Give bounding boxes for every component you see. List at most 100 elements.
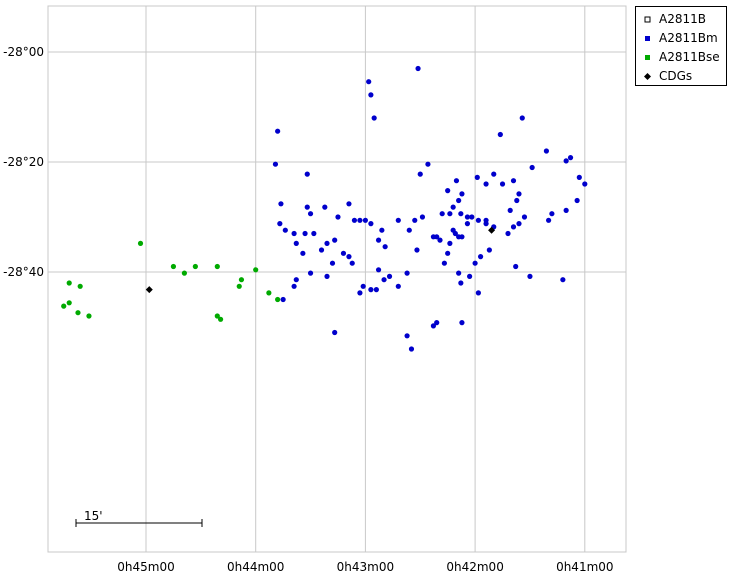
a2811bm-point — [291, 230, 297, 237]
a2811bm-point — [510, 224, 517, 230]
legend-label: A2811Bm — [659, 31, 718, 45]
a2811bse-point — [236, 283, 242, 289]
legend-item-a2811bse: A2811Bse — [644, 49, 720, 65]
x-tick-label: 0h41m00 — [556, 560, 613, 574]
a2811bm-point — [414, 247, 420, 253]
a2811bm-point — [417, 171, 423, 177]
a2811bm-point — [486, 247, 492, 253]
a2811bm-point — [439, 211, 445, 217]
a2811bm-point — [346, 254, 352, 260]
a2811bm-point — [360, 283, 366, 289]
a2811bm-point — [408, 346, 415, 352]
a2811bm-point — [545, 217, 552, 223]
a2811bm-point — [373, 287, 379, 293]
a2811bm-point — [375, 267, 382, 273]
a2811bm-point — [311, 230, 317, 237]
scale-bar-label: 15' — [84, 509, 103, 523]
a2811bm-point — [278, 201, 284, 207]
a2811bm-point — [349, 260, 355, 266]
a2811bm-point — [543, 148, 550, 154]
a2811bm-point — [576, 174, 582, 180]
a2811bse-point — [137, 240, 144, 246]
a2811bm-point — [357, 290, 363, 296]
a2811bm-point — [447, 211, 453, 217]
a2811bm-point — [441, 260, 447, 266]
a2811bm-point — [395, 217, 401, 223]
a2811bm-point — [362, 217, 368, 223]
legend-marker-icon — [644, 33, 651, 43]
a2811bm-point — [510, 178, 517, 184]
a2811bm-point — [514, 197, 520, 204]
legend-label: CDGs — [659, 69, 693, 83]
a2811bm-point — [527, 273, 533, 279]
a2811bm-point — [419, 214, 426, 220]
a2811bm-point — [275, 128, 281, 134]
scale-bar: 15' — [75, 509, 203, 527]
a2811bm-point — [425, 161, 431, 167]
a2811bm-point — [304, 171, 310, 177]
a2811bm-point — [475, 217, 481, 223]
a2811bm-point — [513, 263, 519, 270]
a2811bm-point — [437, 237, 443, 243]
a2811bm-point — [434, 320, 440, 326]
grid-lines — [47, 5, 627, 553]
a2811bm-point — [386, 273, 393, 279]
a2811bm-point — [459, 320, 465, 326]
legend-label: A2811B — [659, 12, 706, 26]
a2811bm-point — [404, 270, 410, 276]
a2811bm-point — [324, 240, 330, 246]
a2811bm-point — [415, 65, 421, 72]
a2811bm-point — [307, 270, 314, 276]
a2811bm-point — [307, 211, 314, 217]
a2811bm-point — [450, 204, 456, 210]
a2811bm-point — [412, 217, 418, 223]
legend-marker-icon — [644, 14, 651, 24]
a2811bse-point — [66, 280, 72, 286]
legend-marker-icon — [644, 52, 651, 62]
legend-item-a2811bm: A2811Bm — [644, 30, 718, 46]
a2811bm-point — [346, 201, 352, 207]
a2811bm-point — [368, 221, 374, 227]
a2811bm-point — [464, 221, 471, 227]
a2811bse-point — [77, 283, 83, 289]
a2811bm-point — [340, 250, 347, 256]
a2811bm-point — [491, 171, 497, 177]
a2811bm-point — [529, 164, 535, 171]
a2811bm-point — [332, 329, 338, 336]
a2811bm-point — [516, 221, 522, 227]
y-tick-label: -28°40 — [3, 265, 44, 279]
a2811bm-point — [582, 181, 588, 187]
a2811bm-point — [447, 240, 453, 246]
a2811bm-point — [450, 227, 456, 233]
a2811bm-point — [371, 115, 377, 121]
a2811bm-point — [499, 181, 506, 187]
x-tick-label: 0h44m00 — [227, 560, 284, 574]
a2811bse-point — [214, 313, 220, 319]
a2811bm-point — [467, 273, 473, 279]
a2811bm-point — [395, 283, 401, 289]
a2811bse-point — [181, 270, 187, 276]
a2811bm-point — [318, 247, 325, 253]
a2811bm-point — [329, 260, 336, 266]
a2811bm-point — [293, 277, 299, 283]
legend-item-a2811b: A2811B — [644, 11, 706, 27]
a2811bm-point — [379, 227, 385, 233]
a2811bm-point — [293, 240, 299, 246]
x-tick-label: 0h42m00 — [446, 560, 503, 574]
a2811bm-point — [458, 280, 464, 286]
a2811bse-point — [170, 263, 177, 270]
a2811bm-point — [549, 211, 555, 217]
y-tick-label: -28°00 — [3, 45, 44, 59]
a2811bm-point — [574, 197, 580, 204]
a2811bm-point — [567, 155, 574, 161]
a2811bse-point — [275, 296, 281, 303]
plot-frame — [47, 5, 627, 553]
a2811bm-point — [277, 221, 283, 227]
a2811bm-point — [404, 333, 410, 339]
a2811bm-point — [304, 204, 310, 210]
x-tick-label: 0h43m00 — [337, 560, 394, 574]
a2811bse-point — [61, 303, 67, 309]
a2811bm-point — [357, 217, 363, 223]
legend-item-cdgs: CDGs — [644, 68, 692, 84]
